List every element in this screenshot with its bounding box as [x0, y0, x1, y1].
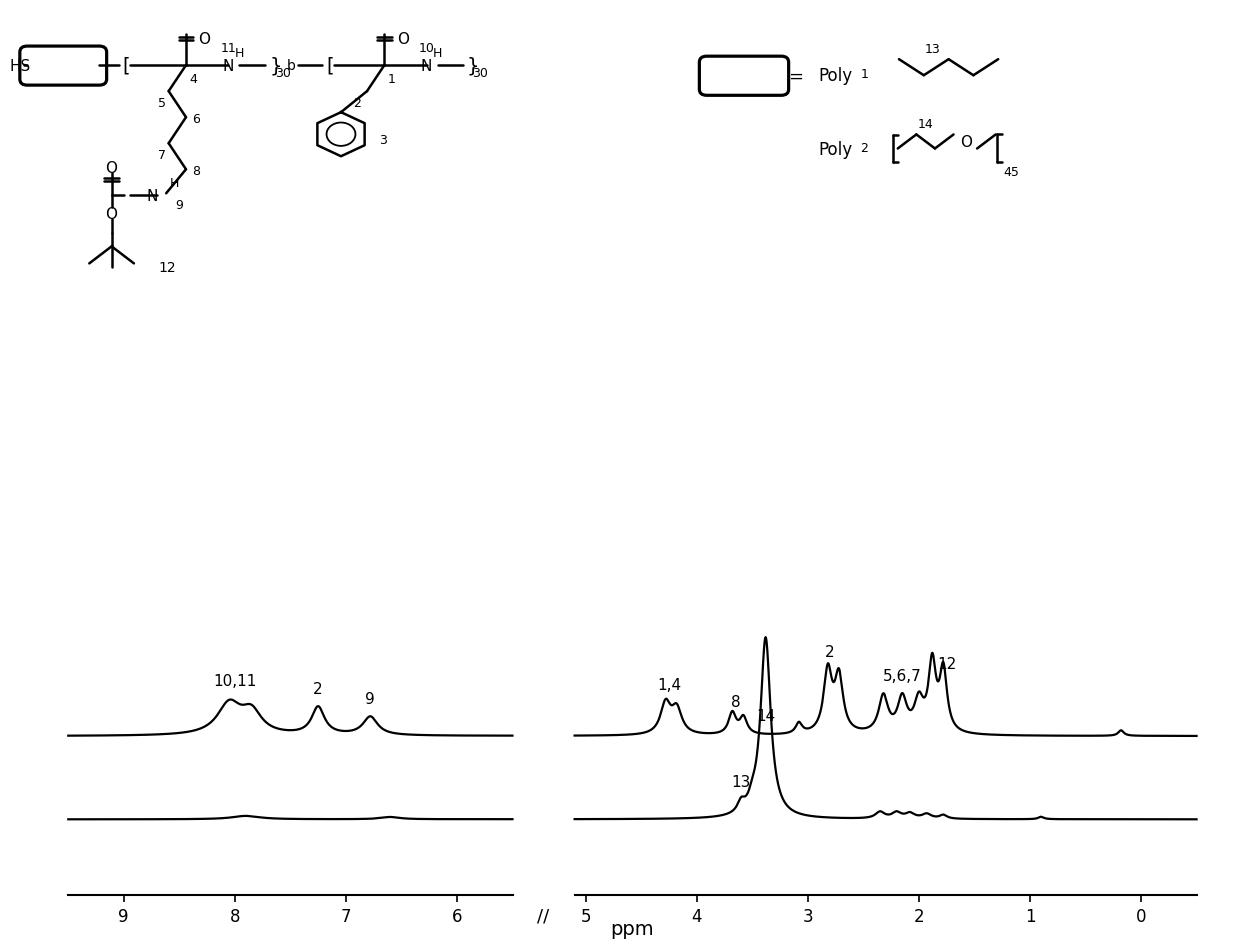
Text: O: O	[397, 31, 409, 47]
Text: 1: 1	[861, 69, 868, 81]
Text: Poly: Poly	[818, 141, 853, 159]
Text: O: O	[960, 135, 972, 149]
Text: ppm: ppm	[610, 919, 655, 938]
Text: 12: 12	[937, 656, 957, 671]
FancyBboxPatch shape	[699, 57, 789, 96]
Text: O: O	[198, 31, 211, 47]
Text: =: =	[789, 68, 804, 85]
Text: 5,6,7: 5,6,7	[883, 668, 921, 683]
Text: H: H	[234, 47, 244, 60]
Text: H: H	[433, 47, 443, 60]
Text: //: //	[537, 906, 549, 924]
Text: 12: 12	[159, 261, 176, 275]
Text: HS: HS	[10, 58, 31, 73]
Text: b: b	[286, 59, 296, 73]
Text: 14: 14	[918, 118, 934, 131]
Text: [: [	[123, 56, 130, 75]
Text: 5: 5	[159, 97, 166, 110]
Text: 7: 7	[159, 149, 166, 162]
Text: 30: 30	[275, 67, 290, 80]
Text: [: [	[326, 56, 334, 75]
Text: 8: 8	[192, 165, 200, 178]
Text: 11: 11	[221, 42, 236, 55]
Text: 3: 3	[379, 133, 387, 147]
Text: 1,4: 1,4	[657, 677, 681, 692]
Text: 2: 2	[861, 143, 868, 155]
Text: 8: 8	[730, 694, 740, 709]
Text: 9: 9	[175, 199, 182, 212]
Text: 1: 1	[388, 73, 396, 86]
Text: 6: 6	[192, 112, 200, 126]
Text: }: }	[269, 56, 281, 75]
Text: 4: 4	[190, 73, 197, 86]
Text: 2: 2	[353, 97, 361, 110]
Text: N: N	[420, 58, 433, 73]
Text: H: H	[170, 177, 180, 190]
Text: 10: 10	[419, 42, 434, 55]
Text: 14: 14	[756, 708, 775, 724]
Text: 10,11: 10,11	[213, 673, 257, 688]
Text: 30: 30	[472, 67, 487, 80]
Text: N: N	[146, 188, 157, 204]
Text: 13: 13	[732, 774, 751, 789]
Text: Poly: Poly	[818, 68, 853, 85]
Text: }: }	[466, 56, 479, 75]
Text: N: N	[222, 58, 234, 73]
Text: 9: 9	[366, 691, 376, 706]
Text: 13: 13	[925, 43, 941, 56]
Text: O: O	[105, 161, 118, 175]
FancyBboxPatch shape	[20, 47, 107, 86]
Text: 45: 45	[1003, 166, 1019, 178]
Text: O: O	[105, 207, 118, 222]
Text: 2: 2	[314, 681, 322, 696]
Text: 2: 2	[826, 645, 835, 660]
